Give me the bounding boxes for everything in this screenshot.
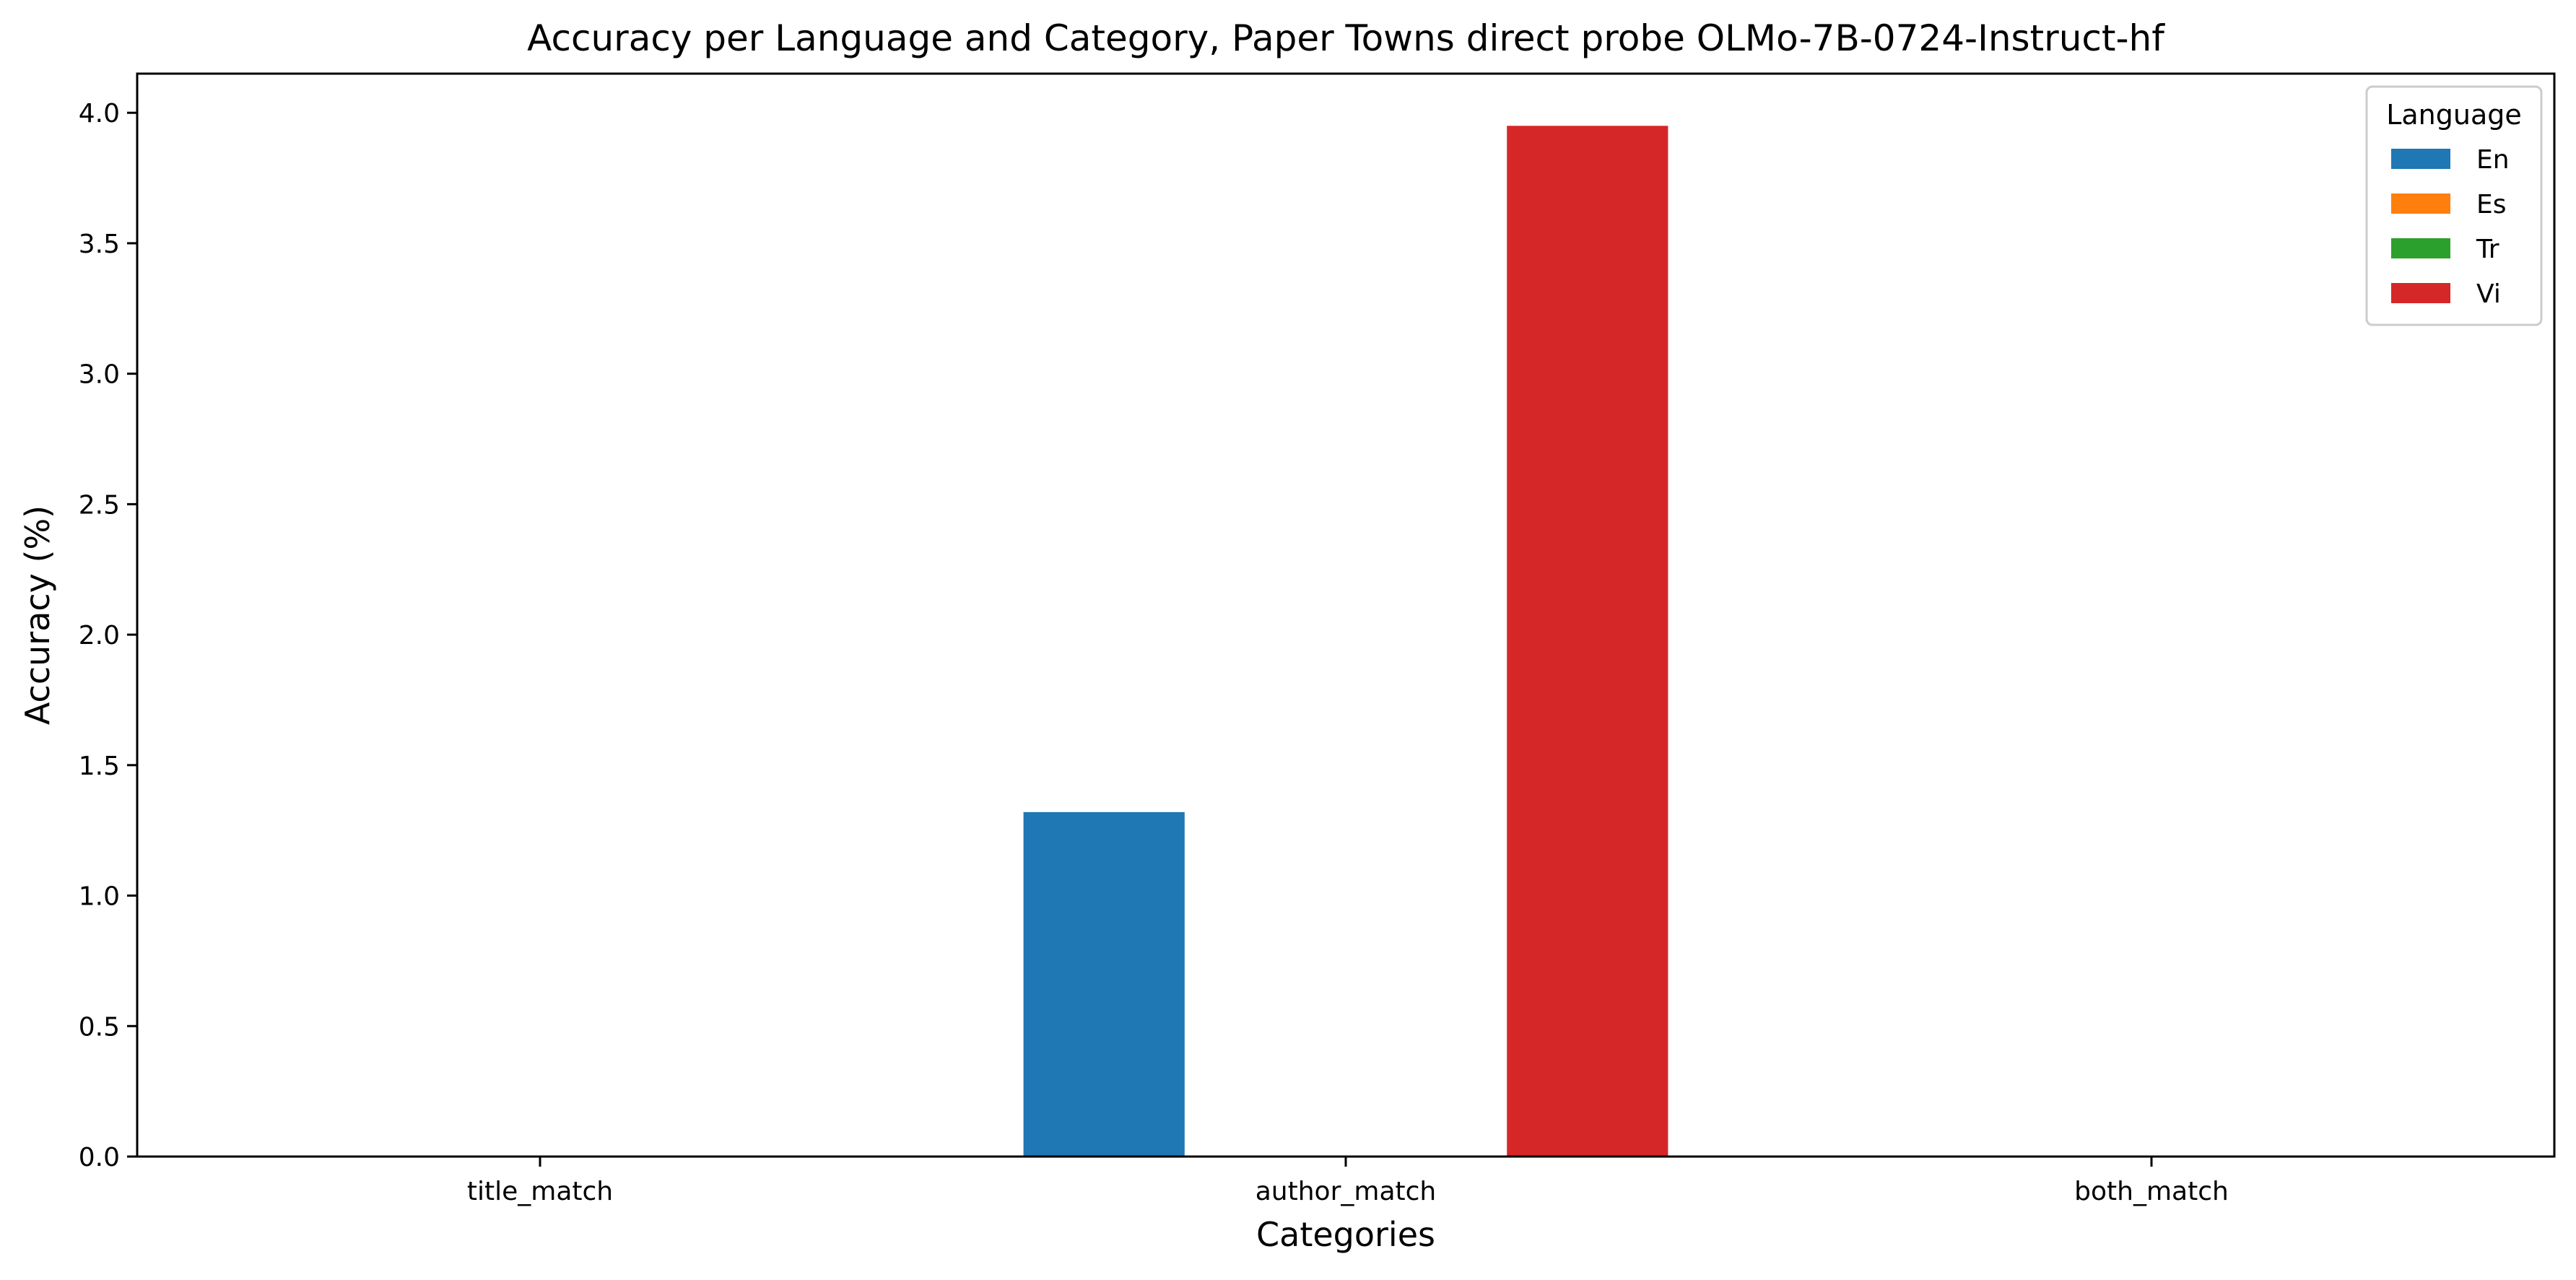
y-tick-label: 4.0 <box>79 99 120 129</box>
x-tick-label: title_match <box>467 1177 613 1206</box>
legend-swatch-tr <box>2391 238 2450 258</box>
x-tick-label: author_match <box>1256 1177 1437 1206</box>
y-tick-label: 2.5 <box>79 490 120 520</box>
legend-title: Language <box>2386 99 2522 131</box>
bars-group <box>1023 126 1668 1157</box>
x-axis-label: Categories <box>1256 1215 1435 1254</box>
legend-box <box>2365 85 2543 326</box>
y-tick-label: 3.5 <box>79 230 120 259</box>
y-axis: 0.0 0.5 1.0 1.5 2.0 2.5 3.0 3.5 4.0 <box>79 99 137 1172</box>
legend-swatch-vi <box>2391 283 2450 303</box>
legend-label-es: Es <box>2476 190 2507 219</box>
legend-label-tr: Tr <box>2476 235 2499 264</box>
chart-title: Accuracy per Language and Category, Pape… <box>527 17 2165 59</box>
legend-swatch-es <box>2391 193 2450 214</box>
bar-vi-author_match <box>1507 126 1668 1157</box>
y-tick-label: 2.0 <box>79 621 120 650</box>
legend-label-en: En <box>2476 145 2510 175</box>
legend-items: En Es Tr Vi <box>2391 145 2510 309</box>
plot-frame <box>136 72 2556 1158</box>
x-axis: title_match author_match both_match <box>467 1157 2229 1206</box>
bar-en-author_match <box>1023 811 1185 1157</box>
y-tick-label: 1.0 <box>79 882 120 912</box>
y-axis-label: Accuracy (%) <box>18 505 57 725</box>
x-tick-label: both_match <box>2074 1177 2229 1206</box>
y-tick-label: 0.5 <box>79 1012 120 1042</box>
legend: Language En Es Tr Vi <box>2365 85 2543 326</box>
legend-label-vi: Vi <box>2476 279 2501 309</box>
y-tick-label: 1.5 <box>79 752 120 781</box>
legend-swatch-en <box>2391 149 2450 169</box>
y-tick-label: 0.0 <box>79 1143 120 1172</box>
y-tick-label: 3.0 <box>79 360 120 390</box>
